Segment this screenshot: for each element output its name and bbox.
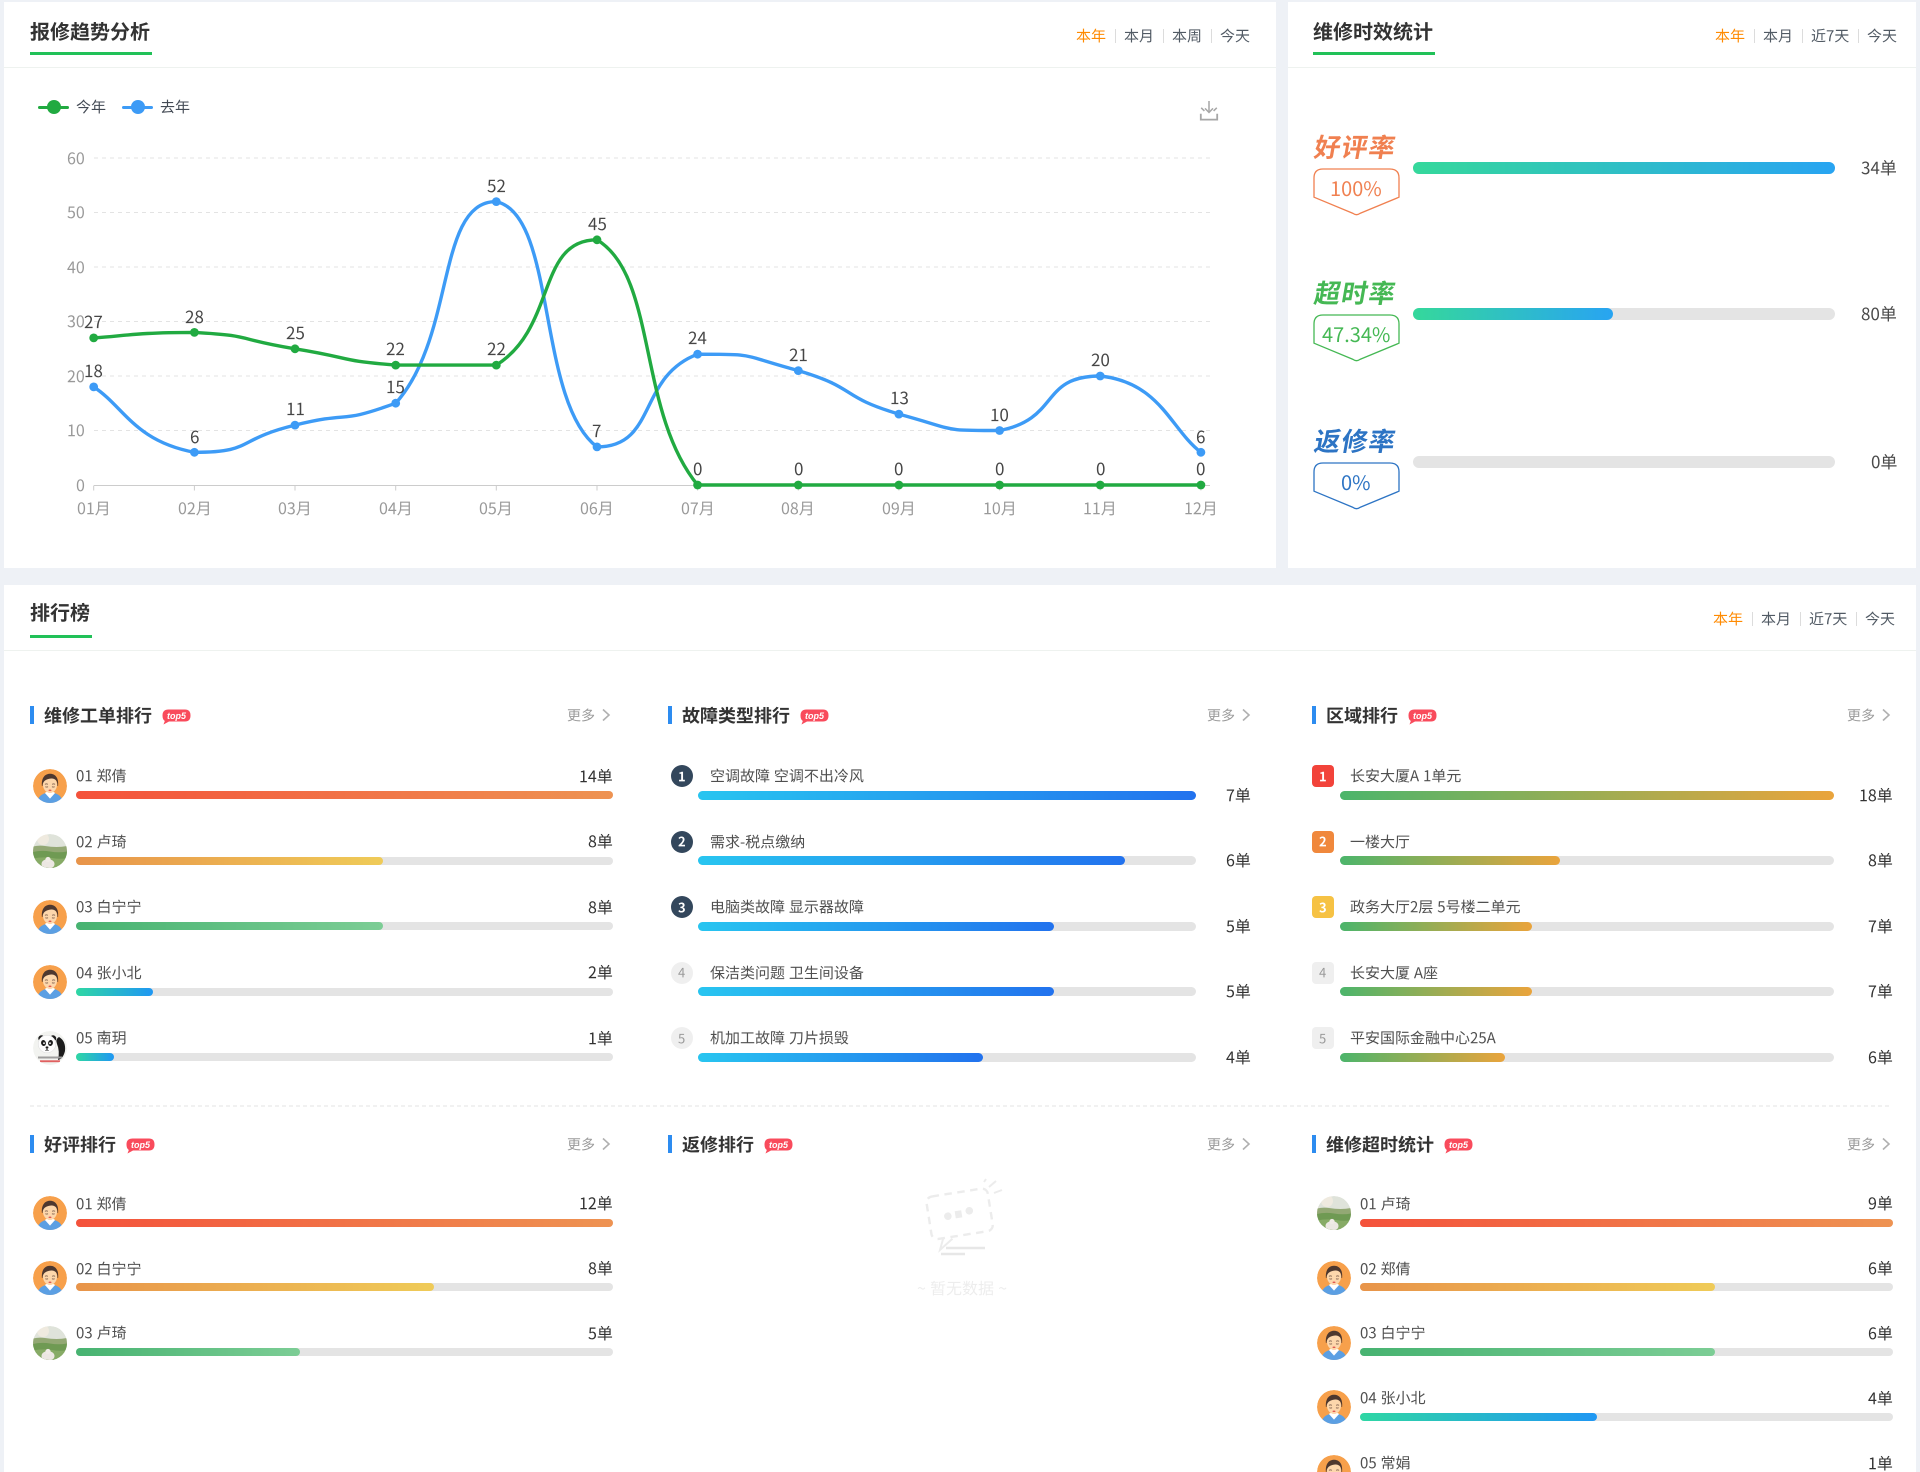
svg-text:top5: top5 — [1449, 1139, 1469, 1149]
svg-text:top5: top5 — [167, 710, 187, 720]
svg-text:top5: top5 — [769, 1139, 789, 1149]
svg-text:top5: top5 — [1413, 710, 1433, 720]
svg-text:top5: top5 — [131, 1139, 151, 1149]
svg-text:top5: top5 — [805, 710, 825, 720]
